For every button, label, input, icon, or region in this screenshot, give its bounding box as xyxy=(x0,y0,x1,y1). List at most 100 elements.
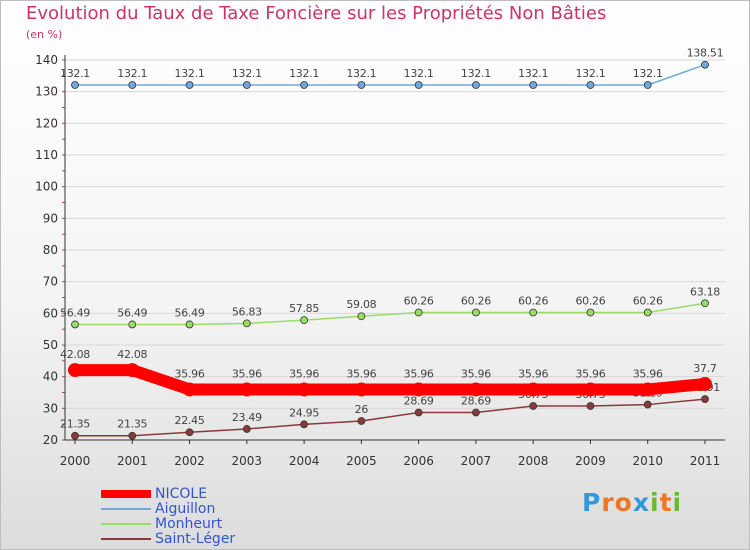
x-tick-label: 2005 xyxy=(346,454,377,468)
y-tick-label: 40 xyxy=(43,370,58,384)
data-point xyxy=(414,408,423,417)
logo-letter: r xyxy=(601,488,615,517)
x-tick-label: 2006 xyxy=(403,454,434,468)
data-label: 28.69 xyxy=(461,394,491,407)
data-point xyxy=(242,81,251,89)
x-tick-label: 2007 xyxy=(461,454,492,468)
data-point xyxy=(701,395,709,404)
data-point xyxy=(526,382,541,397)
data-point xyxy=(643,400,652,409)
logo-letter: i xyxy=(650,488,660,517)
data-point xyxy=(472,81,480,89)
data-point xyxy=(357,312,366,321)
data-label: 22.45 xyxy=(175,414,205,427)
data-label: 35.96 xyxy=(633,367,663,380)
data-point xyxy=(586,402,595,410)
data-label: 60.26 xyxy=(404,295,434,308)
legend-swatch xyxy=(101,508,151,510)
proxiti-logo: Proxiti xyxy=(582,488,682,517)
data-label: 24.95 xyxy=(289,406,319,419)
x-tick-label: 2003 xyxy=(232,454,263,468)
y-tick-label: 20 xyxy=(43,433,58,447)
data-label: 132.1 xyxy=(232,67,262,80)
data-point xyxy=(71,320,79,329)
series-line-nicole xyxy=(69,364,711,396)
y-tick-label: 90 xyxy=(43,211,58,225)
series-line-aiguillon xyxy=(74,63,706,86)
data-point xyxy=(414,308,423,317)
data-point xyxy=(185,428,194,437)
data-point xyxy=(71,81,79,89)
data-point xyxy=(300,316,308,325)
data-label: 60.26 xyxy=(633,295,663,308)
data-label: 57.85 xyxy=(289,302,319,315)
data-point xyxy=(185,320,194,329)
data-point xyxy=(128,81,137,89)
data-label: 56.83 xyxy=(232,305,262,318)
data-label: 132.1 xyxy=(404,67,434,80)
data-point xyxy=(472,308,480,317)
data-label: 60.26 xyxy=(575,295,605,308)
data-point xyxy=(128,320,137,329)
data-point xyxy=(583,382,598,397)
data-point xyxy=(414,81,423,89)
data-label: 21.35 xyxy=(60,418,90,431)
data-point xyxy=(357,81,366,89)
x-tick-label: 2010 xyxy=(632,454,663,468)
data-point xyxy=(701,299,709,308)
data-point xyxy=(643,308,652,317)
y-tick-label: 110 xyxy=(35,148,58,162)
data-label: 132.1 xyxy=(461,67,491,80)
y-tick-label: 70 xyxy=(43,275,58,289)
data-point xyxy=(586,81,595,89)
data-label: 35.96 xyxy=(404,367,434,380)
y-tick-label: 50 xyxy=(43,338,58,352)
data-point xyxy=(472,408,480,417)
y-tick-label: 130 xyxy=(35,85,58,99)
data-label: 35.96 xyxy=(461,367,491,380)
data-point xyxy=(239,382,254,397)
data-label: 132.1 xyxy=(518,67,548,80)
data-label: 35.96 xyxy=(232,367,262,380)
legend-label: Monheurt xyxy=(155,516,223,532)
data-label: 132.1 xyxy=(60,67,90,80)
data-label: 132.1 xyxy=(289,67,319,80)
data-point xyxy=(640,382,655,397)
y-tick-label: 100 xyxy=(35,180,58,194)
data-label: 59.08 xyxy=(346,298,376,311)
data-label: 138.51 xyxy=(687,47,724,60)
data-label: 60.26 xyxy=(518,295,548,308)
data-label: 35.96 xyxy=(518,367,548,380)
data-point xyxy=(643,81,652,89)
data-point xyxy=(357,417,366,425)
y-tick-label: 80 xyxy=(43,243,58,257)
data-point xyxy=(354,382,369,397)
data-label: 56.49 xyxy=(175,306,205,319)
y-tick-label: 140 xyxy=(35,53,58,67)
legend-swatch xyxy=(101,523,151,525)
data-label: 35.96 xyxy=(575,367,605,380)
data-label: 56.49 xyxy=(117,306,147,319)
data-point xyxy=(698,376,712,391)
legend-label: Aiguillon xyxy=(155,501,216,517)
data-point xyxy=(242,425,251,433)
data-point xyxy=(529,402,538,410)
data-label: 42.08 xyxy=(60,348,90,361)
x-tick-label: 2004 xyxy=(289,454,320,468)
data-point xyxy=(411,382,426,397)
x-tick-label: 2009 xyxy=(575,454,606,468)
chart-unit-label: (en %) xyxy=(26,28,63,41)
data-label: 63.18 xyxy=(690,285,720,298)
data-label: 26 xyxy=(355,403,369,416)
data-label: 28.69 xyxy=(404,394,434,407)
data-label: 60.26 xyxy=(461,295,491,308)
data-label: 42.08 xyxy=(117,348,147,361)
data-point xyxy=(125,363,140,378)
data-label: 21.35 xyxy=(117,418,147,431)
data-label: 35.96 xyxy=(175,367,205,380)
legend-swatch xyxy=(101,490,151,498)
data-point xyxy=(529,81,538,89)
data-point xyxy=(185,81,194,89)
data-label: 132.1 xyxy=(346,67,376,80)
data-point xyxy=(300,81,308,89)
